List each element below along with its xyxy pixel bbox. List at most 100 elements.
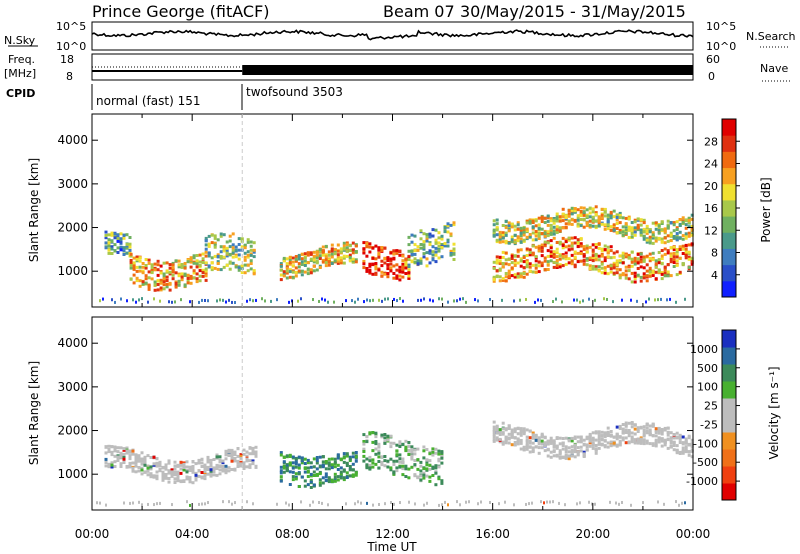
velocity-cell [654, 427, 658, 431]
power-cell [525, 227, 529, 231]
power-cell [410, 233, 414, 237]
power-cell [204, 261, 208, 265]
power-cell [642, 237, 646, 241]
power-cell [210, 268, 214, 272]
velocity-cell [422, 476, 426, 480]
power-cell [516, 254, 520, 258]
power-cell [210, 266, 214, 270]
velocity-cell [294, 465, 298, 469]
velocity-cell [306, 475, 310, 478]
velocity-cell [377, 442, 381, 446]
power-cell [648, 266, 652, 270]
power-cell [546, 234, 550, 238]
power-cell [300, 263, 304, 266]
power-cell [246, 299, 248, 303]
velocity-cell [492, 430, 496, 434]
power-cell [672, 255, 676, 259]
station-title: Prince George (fitACF) [92, 2, 270, 21]
power-cell [204, 243, 208, 247]
power-cell [513, 224, 517, 228]
velocity-cell [555, 444, 559, 448]
velocity-cell [678, 452, 682, 455]
power-cell [153, 288, 157, 292]
velocity-cell [624, 428, 628, 432]
power-cell [104, 241, 108, 245]
power-cell [192, 254, 196, 258]
velocity-cell [666, 426, 670, 430]
velocity-cell [576, 435, 580, 439]
power-cell [294, 274, 298, 278]
power-cell [395, 249, 399, 253]
power-cell [180, 275, 184, 279]
velocity-cell [431, 474, 435, 477]
power-cell [246, 253, 250, 257]
power-cell [204, 267, 208, 271]
velocity-cell [351, 451, 355, 455]
velocity-cell [428, 479, 432, 483]
power-cell [413, 249, 417, 253]
power-cell [186, 260, 190, 264]
power-cell [222, 255, 226, 259]
power-cell [690, 262, 694, 266]
velocity-cell [351, 455, 355, 459]
power-cell [492, 228, 496, 232]
power-cell [419, 257, 423, 261]
power-cell [609, 270, 613, 274]
velocity-cell [224, 450, 228, 454]
power-cell [570, 212, 574, 216]
power-cell [618, 259, 622, 262]
power-cell [576, 214, 580, 218]
power-cell [116, 246, 120, 250]
power-cell [600, 271, 604, 275]
velocity-cell [285, 466, 289, 470]
velocity-cell [401, 461, 405, 464]
velocity-cell [167, 480, 171, 484]
power-cell [252, 299, 254, 303]
power-cell [540, 232, 544, 235]
velocity-cell [681, 442, 685, 446]
power-cell [540, 227, 544, 231]
velocity-cell [504, 427, 508, 431]
velocity-cell [678, 503, 680, 507]
power-cell [681, 247, 685, 251]
power-cell [675, 220, 679, 224]
power-cell [225, 263, 229, 267]
power-cell [570, 206, 574, 210]
velocity-cell [303, 462, 307, 465]
power-cell [522, 256, 526, 259]
power-cell [342, 244, 346, 248]
power-cell [537, 260, 541, 264]
velocity-cell [368, 459, 372, 463]
velocity-cell [407, 467, 411, 471]
velocity-cell [407, 453, 411, 456]
power-cell [324, 264, 328, 268]
velocity-cell [119, 453, 123, 457]
power-cell [398, 250, 402, 254]
power-cell [642, 234, 646, 238]
velocity-cell [119, 465, 123, 468]
velocity-cell [288, 463, 292, 467]
velocity-cell [321, 460, 325, 464]
velocity-cell [345, 476, 349, 479]
power-cell [651, 241, 655, 245]
velocity-cell [291, 455, 295, 459]
power-cell [690, 217, 694, 221]
power-cell [345, 246, 349, 250]
power-cell [177, 279, 181, 283]
power-cell [495, 261, 499, 265]
velocity-cell [675, 436, 679, 440]
velocity-cell [528, 450, 532, 454]
power-cell [531, 270, 535, 274]
power-cell [597, 246, 601, 250]
velocity-cell [573, 455, 577, 459]
velocity-cell [231, 502, 233, 506]
velocity-cell [558, 449, 562, 453]
velocity-cell [618, 427, 622, 430]
nsearch-tick-low: 10^0 [706, 40, 736, 53]
nsky-label: N.Sky [4, 34, 36, 47]
velocity-cell [660, 437, 664, 441]
power-cell [519, 264, 523, 268]
velocity-cell [522, 430, 526, 434]
power-cell [561, 215, 565, 219]
power-cell [129, 254, 133, 258]
